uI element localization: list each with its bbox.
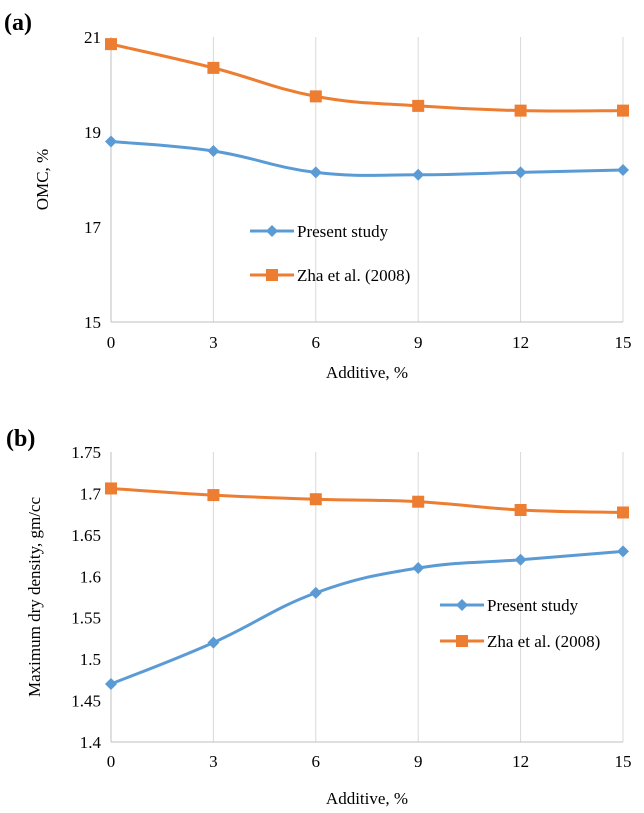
data-point-diamond [514,553,527,566]
y-tick-label: 21 [84,28,101,47]
legend-label: Present study [297,222,389,241]
x-tick-label: 9 [414,752,423,771]
data-point-square [412,99,425,112]
data-point-square [105,482,117,495]
data-point-diamond [412,168,425,181]
y-tick-label: 1.55 [71,609,101,628]
panel-label: (a) [4,10,32,36]
data-point-diamond [207,636,220,649]
x-axis-title: Additive, % [326,789,408,808]
x-tick-label: 3 [209,752,218,771]
data-point-diamond [207,145,220,157]
y-tick-label: 19 [84,123,101,142]
data-point-diamond [617,164,629,176]
legend-marker-diamond [266,225,278,237]
data-point-square [514,504,527,516]
data-point-square [207,61,220,74]
y-tick-label: 1.75 [71,443,101,462]
series-line [110,549,624,686]
series-line [110,486,624,514]
y-tick-label: 1.65 [71,526,101,545]
chart-panel-b: 0 3 6 9 12 15 1.4 1.45 1.5 1.55 1.6 1.65 1.7 1.75 Addi… [6,426,632,808]
y-tick-label: 1.5 [80,650,101,669]
y-tick-label: 1.7 [80,484,102,503]
y-tick-label: 1.45 [71,692,101,711]
y-axis-title: Maximum dry density, gm/cc [25,497,44,697]
x-tick-label: 15 [615,752,632,771]
data-point-square [617,506,629,519]
data-point-square [514,104,527,117]
data-point-diamond [105,135,117,148]
x-tick-label: 6 [312,333,321,352]
x-tick-label: 9 [414,333,423,352]
series-line [110,42,624,113]
data-point-square [412,495,425,508]
data-point-square [207,489,220,502]
y-axis-title: OMC, % [33,149,52,210]
data-point-diamond [412,562,425,574]
legend-marker-square [266,269,278,281]
y-tick-label: 17 [84,218,102,237]
data-point-diamond [617,545,629,558]
data-point-diamond [105,678,117,690]
panel-label: (b) [6,426,35,452]
x-tick-label: 3 [209,333,218,352]
x-tick-label: 12 [512,333,529,352]
y-tick-label: 15 [84,313,101,332]
x-tick-label: 6 [312,752,321,771]
data-point-square [309,90,322,103]
x-tick-label: 15 [615,333,632,352]
data-point-diamond [514,166,527,179]
legend-marker-square [456,635,468,647]
x-tick-label: 0 [107,333,116,352]
data-point-square [105,38,117,51]
data-point-square [309,493,322,506]
chart-panel-a: 0 3 6 9 12 15 15 17 19 21 Additive, % OMC, % (a) Pres… [4,10,632,382]
data-point-square [617,104,629,117]
legend-label: Present study [487,596,579,615]
x-tick-label: 0 [107,752,116,771]
x-axis-title: Additive, % [326,363,408,382]
y-tick-label: 1.4 [80,733,102,752]
legend-label: Zha et al. (2008) [487,632,600,651]
legend-label: Zha et al. (2008) [297,266,410,285]
x-tick-label: 12 [512,752,529,771]
data-point-diamond [309,586,322,599]
series-line [110,140,624,177]
y-tick-label: 1.6 [80,567,101,586]
legend-marker-diamond [456,599,468,611]
data-point-diamond [309,166,322,179]
